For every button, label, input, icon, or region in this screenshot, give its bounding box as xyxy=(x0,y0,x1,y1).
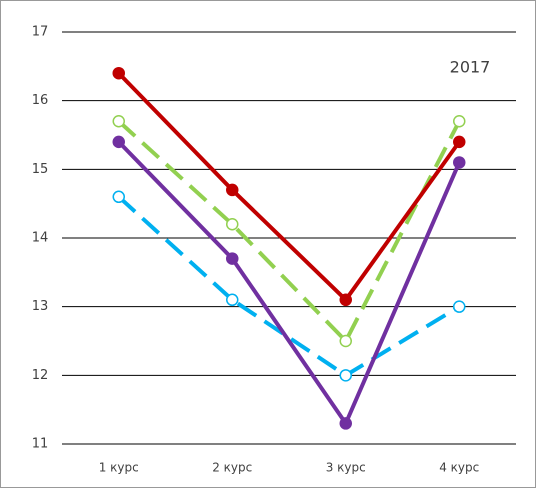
series-marker xyxy=(339,417,352,430)
x-tick-label: 3 курс xyxy=(326,461,366,475)
y-tick-label: 12 xyxy=(32,368,49,383)
series-marker xyxy=(453,300,466,313)
y-tick-label: 11 xyxy=(32,437,49,452)
series-marker xyxy=(339,293,352,307)
series-marker xyxy=(453,156,466,169)
series-marker xyxy=(453,135,466,149)
series-marker xyxy=(226,183,239,197)
series-line xyxy=(117,71,461,303)
y-tick-label: 15 xyxy=(32,162,49,177)
y-tick-label: 16 xyxy=(32,93,49,108)
series-marker xyxy=(339,334,352,348)
series-marker xyxy=(226,252,239,265)
series-line xyxy=(117,119,462,345)
series-marker xyxy=(453,115,466,128)
series-marker xyxy=(112,66,125,80)
series-marker xyxy=(112,135,125,149)
series-marker xyxy=(339,369,352,382)
y-tick-label: 14 xyxy=(32,231,49,246)
series-line xyxy=(117,140,462,428)
series-marker xyxy=(226,218,239,231)
x-tick-label: 4 курс xyxy=(439,461,479,475)
annotation: 2017 xyxy=(450,58,491,77)
x-tick-label: 1 курс xyxy=(99,461,139,475)
y-tick-label: 13 xyxy=(32,299,49,314)
y-tick-label: 17 xyxy=(32,25,49,40)
series-marker xyxy=(112,115,125,128)
series-marker xyxy=(112,190,125,204)
series-line xyxy=(117,195,461,378)
x-tick-label: 2 курс xyxy=(212,461,252,475)
series-marker xyxy=(226,293,239,307)
